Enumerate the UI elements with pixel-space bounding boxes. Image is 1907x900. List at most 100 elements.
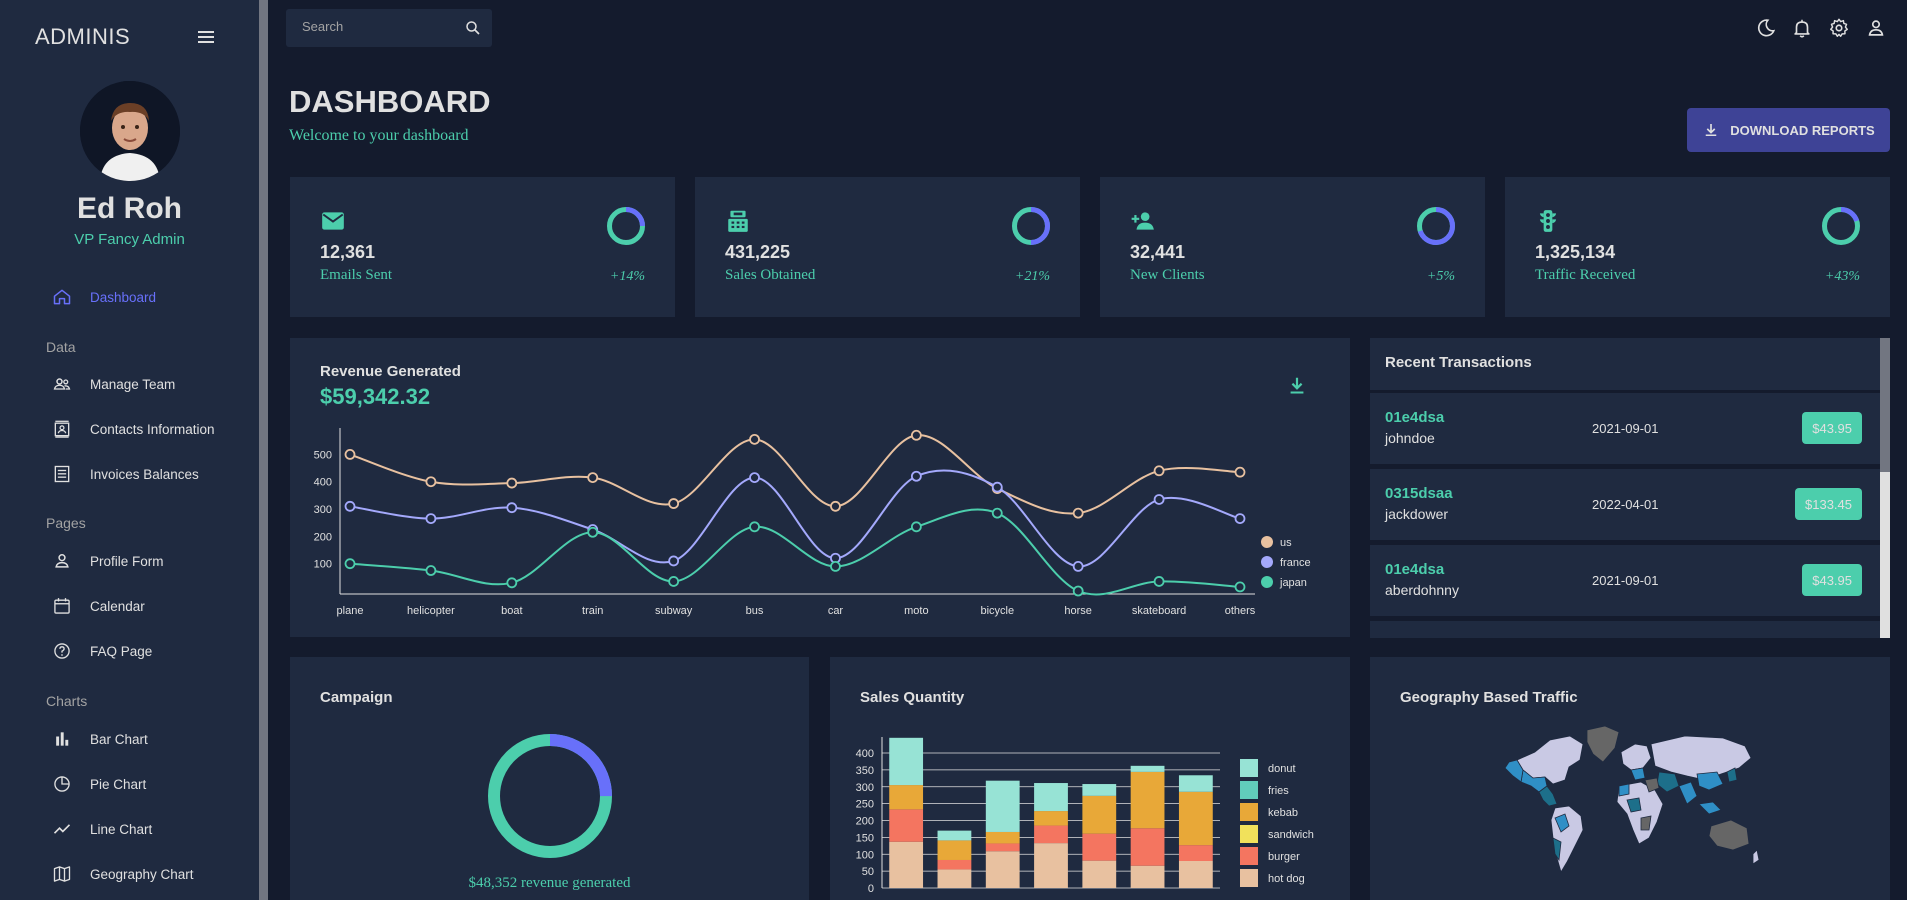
legend-swatch [1240, 847, 1258, 865]
bar-segment-kebab [1034, 811, 1068, 826]
download-reports-button[interactable]: DOWNLOAD REPORTS [1687, 108, 1890, 152]
series-line-us [349, 434, 1241, 515]
y-tick-label: 400 [314, 477, 332, 489]
x-tick-label: helicopter [407, 605, 455, 617]
transactions-scrollbar[interactable] [1880, 338, 1890, 638]
y-tick-label: 500 [314, 449, 332, 461]
stat-value: 32,441 [1130, 242, 1186, 262]
data-point [506, 502, 518, 514]
legend-label: burger [1268, 851, 1300, 863]
legend-swatch [1240, 759, 1258, 777]
sidebar-item-geography[interactable]: Geography Chart [52, 862, 194, 886]
sidebar-scrollbar[interactable] [259, 0, 268, 900]
data-point [1072, 561, 1084, 572]
progress-circle [1012, 207, 1050, 245]
sidebar-item-label: Pie Chart [90, 776, 147, 792]
data-point [344, 448, 356, 460]
x-tick-label: plane [337, 605, 364, 617]
sidebar-item-dashboard[interactable]: Dashboard [52, 285, 156, 309]
x-tick-label: skateboard [1132, 605, 1186, 617]
y-tick-label: 350 [856, 765, 874, 777]
sidebar-item-contacts[interactable]: Contacts Information [52, 417, 215, 441]
legend-swatch [1240, 869, 1258, 887]
data-point [830, 500, 841, 512]
legend-swatch [1261, 536, 1273, 548]
campaign-title: Campaign [320, 689, 393, 706]
stat-label: Sales Obtained [725, 267, 816, 283]
campaign-panel: Campaign $48,352 revenue generated [290, 657, 809, 900]
geography-panel: Geography Based Traffic [1370, 657, 1890, 900]
stat-label: Traffic Received [1535, 267, 1636, 283]
stat-card-sales: 431,225 Sales Obtained +21% [695, 177, 1080, 317]
bar-segment-hot-dog [1178, 861, 1213, 888]
bar-segment-hot-dog [1082, 860, 1117, 888]
transaction-date: 2022-04-01 [1592, 497, 1659, 512]
dark-mode-icon[interactable] [1755, 17, 1777, 39]
campaign-revenue-text: $48,352 revenue generated [468, 875, 631, 891]
download-icon[interactable] [1286, 374, 1308, 398]
sidebar-item-profile-form[interactable]: Profile Form [52, 549, 164, 573]
sidebar-item-invoices[interactable]: Invoices Balances [52, 462, 199, 486]
transaction-cost: $43.95 [1802, 412, 1862, 444]
bar-segment-hot-dog [937, 869, 972, 888]
x-tick-label: train [582, 605, 603, 617]
sidebar-item-faq[interactable]: FAQ Page [52, 639, 152, 663]
sidebar-item-label: Dashboard [90, 289, 157, 305]
email-icon [322, 212, 344, 230]
traffic-icon [1539, 210, 1557, 232]
transaction-id: 01e4dsa [1385, 561, 1445, 578]
sidebar-item-bar-chart[interactable]: Bar Chart [52, 727, 148, 751]
geography-title: Geography Based Traffic [1400, 689, 1578, 706]
y-tick-label: 50 [862, 866, 874, 878]
revenue-title: Revenue Generated [320, 363, 461, 380]
sidebar-item-label: Calendar [90, 598, 145, 614]
bar-segment-kebab [1178, 791, 1213, 846]
bar-segment-hot-dog [1130, 865, 1165, 888]
bar-segment-donut [985, 780, 1020, 832]
sidebar-item-label: Manage Team [90, 376, 176, 392]
progress-circle [1417, 207, 1455, 245]
revenue-amount: $59,342.32 [320, 384, 431, 409]
y-tick-label: 300 [856, 782, 874, 794]
help-icon [54, 643, 70, 659]
data-point [991, 481, 1003, 493]
campaign-progress-circle [488, 734, 612, 858]
bar-segment-hot-dog [985, 851, 1020, 888]
download-icon [1706, 124, 1717, 136]
bar-segment-donut [1130, 765, 1165, 772]
account-icon[interactable] [1865, 17, 1887, 39]
page-title: DASHBOARD [289, 84, 491, 119]
stat-value: 12,361 [320, 242, 376, 262]
bar-segment-kebab [1130, 771, 1165, 829]
x-tick-label: others [1225, 605, 1256, 617]
search-icon[interactable] [464, 19, 482, 37]
search-input[interactable] [302, 19, 452, 34]
bar-segment-kebab [889, 785, 924, 810]
sidebar-item-manage-team[interactable]: Manage Team [52, 372, 175, 396]
legend-label: japan [1279, 577, 1307, 589]
sidebar-item-label: Invoices Balances [90, 466, 199, 482]
legend-label: hot dog [1268, 873, 1305, 885]
sidebar-item-line-chart[interactable]: Line Chart [52, 817, 152, 841]
notifications-icon[interactable] [1791, 17, 1813, 39]
transaction-row: 01e4dsa johndoe 2021-09-01 $43.95 [1370, 393, 1880, 464]
sidebar-item-calendar[interactable]: Calendar [52, 594, 145, 618]
sidebar: ADMINIS Ed Roh VP Fancy Admin Dashboard … [0, 0, 259, 900]
data-point [910, 521, 922, 533]
menu-icon[interactable] [196, 28, 216, 46]
stat-label: New Clients [1130, 267, 1205, 283]
x-tick-label: moto [904, 605, 928, 617]
sidebar-item-pie-chart[interactable]: Pie Chart [52, 772, 146, 796]
legend-label: france [1280, 557, 1311, 569]
transaction-row: 0315dsaa jackdower 2022-04-01 $133.45 [1370, 469, 1880, 540]
data-point [425, 513, 437, 524]
pie-chart-icon [54, 776, 70, 792]
settings-icon[interactable] [1828, 17, 1850, 39]
transactions-title: Recent Transactions [1385, 354, 1532, 371]
data-point [991, 507, 1003, 519]
sidebar-item-label: FAQ Page [90, 643, 153, 659]
data-point [668, 498, 680, 509]
transactions-scroll-thumb[interactable] [1880, 338, 1890, 472]
stat-increase: +5% [1426, 269, 1455, 284]
search-box [286, 9, 492, 47]
